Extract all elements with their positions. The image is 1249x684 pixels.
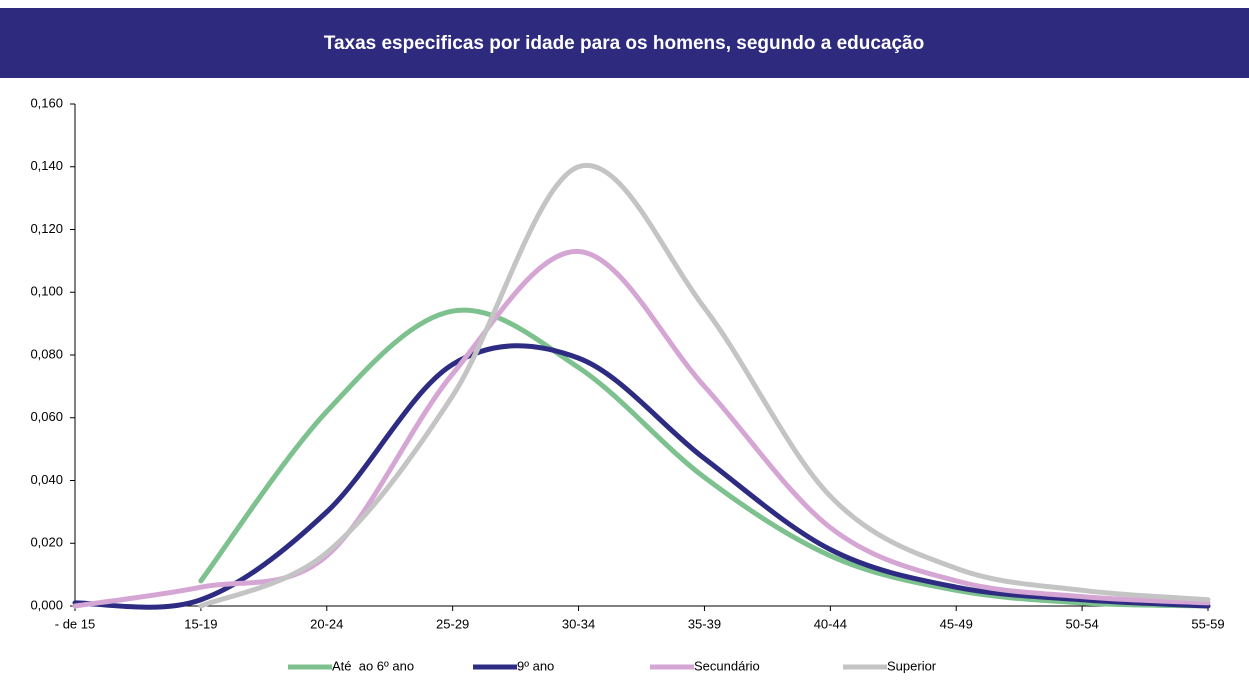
legend-label: Secundário	[694, 658, 760, 673]
x-tick-label: 40-44	[814, 616, 847, 631]
y-tick-label: 0,120	[30, 221, 63, 236]
x-tick-label: 55-59	[1191, 616, 1224, 631]
series-line	[198, 162, 1211, 609]
x-tick-label: 30-34	[562, 616, 595, 631]
legend-label: Até ao 6º ano	[332, 658, 414, 673]
chart-title: Taxas especificas por idade para os home…	[324, 33, 924, 54]
y-tick-label: 0,000	[30, 597, 63, 612]
y-tick-label: 0,020	[30, 535, 63, 550]
x-tick-label: 45-49	[940, 616, 973, 631]
y-tick-label: 0,160	[30, 95, 63, 110]
x-tick-label: 35-39	[688, 616, 721, 631]
series-line	[72, 343, 1211, 610]
y-tick-label: 0,040	[30, 472, 63, 487]
y-tick-label: 0,060	[30, 409, 63, 424]
series-line	[198, 307, 1211, 609]
title-bar	[0, 8, 1249, 78]
x-tick-label: 20-24	[310, 616, 343, 631]
x-tick-label: 50-54	[1065, 616, 1098, 631]
x-tick-label: 25-29	[436, 616, 469, 631]
y-tick-label: 0,080	[30, 346, 63, 361]
y-tick-label: 0,140	[30, 158, 63, 173]
x-tick-label: 15-19	[184, 616, 217, 631]
series-line	[72, 248, 1211, 609]
legend-label: Superior	[887, 658, 937, 673]
x-tick-label: - de 15	[55, 616, 95, 631]
legend-label: 9º ano	[517, 658, 554, 673]
y-tick-label: 0,100	[30, 284, 63, 299]
